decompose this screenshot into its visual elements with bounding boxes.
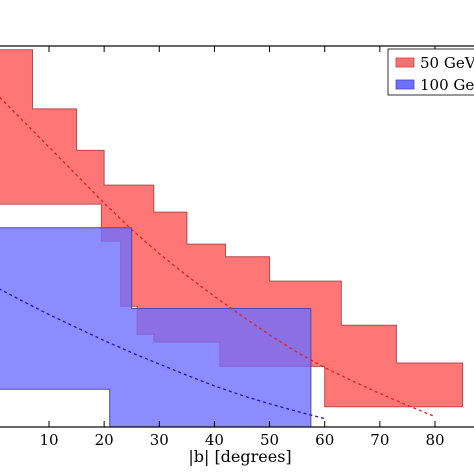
legend-swatch (395, 79, 415, 90)
trend-line-blue (0, 288, 325, 420)
x-tick-label: 20 (95, 431, 114, 449)
bands-layer (0, 49, 464, 428)
x-tick-label: 60 (315, 431, 334, 449)
legend-label: 100 GeV (420, 76, 474, 94)
x-tick-label: 50 (260, 431, 279, 449)
trend-line-red (0, 96, 436, 418)
legend: 50 GeV 100 GeV (387, 48, 474, 96)
x-tick-label: 70 (370, 431, 389, 449)
x-tick-label: 80 (425, 431, 444, 449)
legend-swatch (395, 57, 415, 68)
x-tick-label: 40 (205, 431, 224, 449)
x-tick-label: 30 (150, 431, 169, 449)
x-axis-label: |b| [degrees] (188, 447, 291, 466)
x-ticks: 10 20 30 40 50 60 70 80 (39, 46, 445, 449)
legend-label: 50 GeV (420, 54, 474, 72)
trend-lines-layer (0, 96, 436, 420)
plot-frame (0, 45, 474, 428)
x-tick-label: 10 (39, 431, 58, 449)
